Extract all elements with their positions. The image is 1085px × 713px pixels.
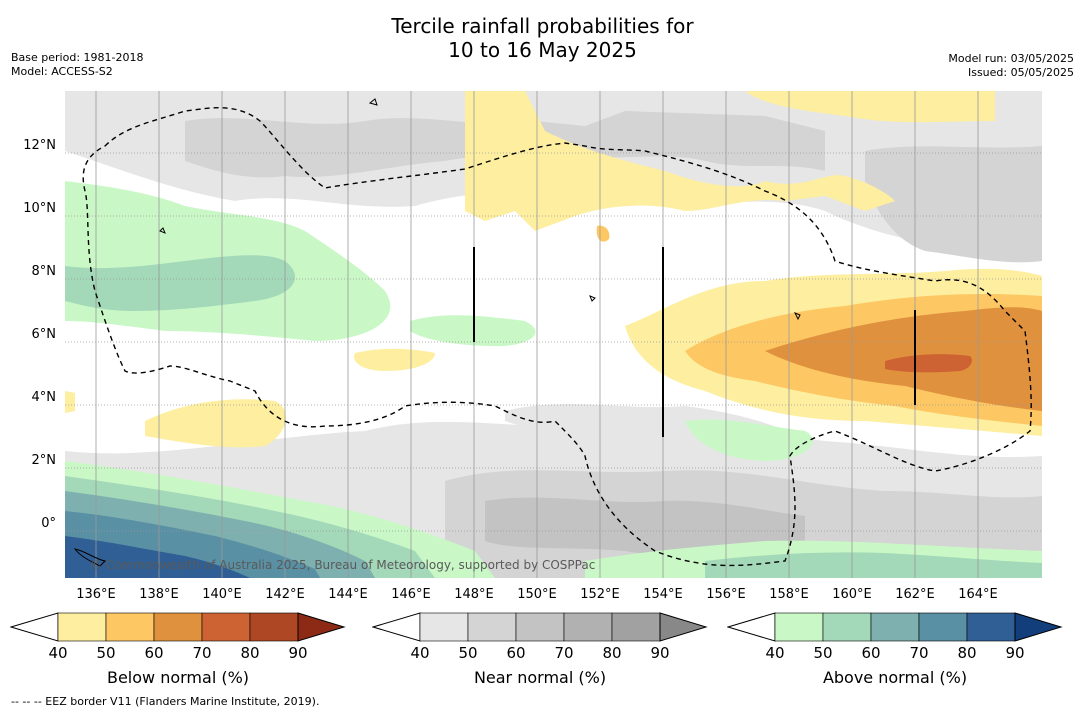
- lon-label: 146°E: [391, 587, 431, 602]
- lon-label: 136°E: [76, 587, 116, 602]
- below-normal-spot: [596, 225, 610, 242]
- lon-label: 144°E: [328, 587, 368, 602]
- colorbar-tick: 60: [144, 644, 164, 662]
- colorbar-tick: 70: [192, 644, 212, 662]
- colorbar-title: Below normal (%): [106, 668, 250, 687]
- lon-label: 164°E: [958, 587, 998, 602]
- colorbar-tick: 70: [909, 644, 929, 662]
- colorbar-tick: 50: [813, 644, 833, 662]
- colorbar-tick: 50: [96, 644, 116, 662]
- colorbar-tick: 90: [288, 644, 308, 662]
- above-normal-mid-2: [685, 419, 813, 461]
- colorbar-min-triangle: [727, 612, 776, 642]
- below-normal-west: [145, 399, 286, 448]
- colorbar-segment: [249, 612, 299, 642]
- colorbar-min-triangle: [372, 612, 421, 642]
- colorbar-tick: 80: [602, 644, 622, 662]
- colorbar-segment: [57, 612, 107, 642]
- colorbar-tick: 90: [650, 644, 670, 662]
- lon-label: 150°E: [517, 587, 557, 602]
- colorbar-tick: 50: [458, 644, 478, 662]
- colorbar-tick: 90: [1005, 644, 1025, 662]
- above-normal-west-2: [65, 255, 295, 311]
- colorbar-max-triangle: [297, 612, 346, 642]
- colorbar-tick: 80: [240, 644, 260, 662]
- copyright-notice: © Commonwealth of Australia 2025, Bureau…: [90, 558, 596, 572]
- colorbar-segment: [966, 612, 1016, 642]
- colorbar: [372, 612, 708, 642]
- model-name: Model: ACCESS-S2: [11, 65, 113, 78]
- colorbar-tick: 40: [765, 644, 785, 662]
- near-normal-east: [865, 146, 1042, 263]
- lon-label: 140°E: [202, 587, 242, 602]
- lat-gridlines: [65, 152, 1042, 532]
- lat-label: 10°N: [23, 201, 56, 216]
- lat-label: 6°N: [31, 327, 57, 342]
- colorbar-tick: 60: [861, 644, 881, 662]
- colorbar-segment: [467, 612, 517, 642]
- colorbar-max-triangle: [1014, 612, 1063, 642]
- title-line-1: Tercile rainfall probabilities for: [391, 14, 694, 38]
- lon-label: 156°E: [706, 587, 746, 602]
- colorbar-segment: [822, 612, 872, 642]
- lon-gridlines: [95, 91, 979, 578]
- meta-right: Model run: 03/05/2025 Issued: 05/05/2025: [948, 52, 1074, 80]
- colorbar-title: Near normal (%): [473, 668, 607, 687]
- below-normal-mid: [354, 348, 435, 371]
- lat-label: 2°N: [31, 453, 57, 468]
- colorbar-segment: [153, 612, 203, 642]
- colorbar-tick: 40: [410, 644, 430, 662]
- colorbar-segment: [515, 612, 565, 642]
- islands: [73, 98, 801, 567]
- eez-border: [82, 107, 1032, 567]
- colorbar-segment: [611, 612, 661, 642]
- lat-label: 8°N: [31, 264, 57, 279]
- lat-label: 0°: [41, 516, 56, 531]
- lon-label: 162°E: [895, 587, 935, 602]
- lon-label: 158°E: [769, 587, 809, 602]
- colorbar-segment: [419, 612, 469, 642]
- colorbar-max-triangle: [659, 612, 708, 642]
- above-normal-mid: [410, 315, 536, 347]
- colorbar-segment: [105, 612, 155, 642]
- model-run: Model run: 03/05/2025: [948, 52, 1074, 65]
- lon-label: 148°E: [454, 587, 494, 602]
- probability-map: [65, 91, 1042, 578]
- colorbar-segment: [201, 612, 251, 642]
- below-normal-east-4: [885, 354, 972, 373]
- map-title: Tercile rainfall probabilities for 10 to…: [0, 14, 1085, 62]
- colorbar-segment: [870, 612, 920, 642]
- below-normal-ne: [745, 91, 995, 123]
- colorbar-tick: 80: [957, 644, 977, 662]
- lon-label: 160°E: [832, 587, 872, 602]
- colorbar-tick: 40: [48, 644, 68, 662]
- below-normal-north: [465, 91, 895, 231]
- meta-left: Base period: 1981-2018 Model: ACCESS-S2: [11, 51, 143, 79]
- colorbar-segment: [563, 612, 613, 642]
- base-period: Base period: 1981-2018: [11, 51, 144, 64]
- above-normal-south-5: [65, 536, 250, 578]
- boundary-bars: [473, 247, 916, 437]
- lon-label: 138°E: [139, 587, 179, 602]
- lon-label: 154°E: [643, 587, 683, 602]
- colorbar-segment: [918, 612, 968, 642]
- colorbar-tick: 70: [554, 644, 574, 662]
- title-line-2: 10 to 16 May 2025: [448, 38, 637, 62]
- colorbar: [727, 612, 1063, 642]
- issued-date: Issued: 05/05/2025: [967, 66, 1074, 79]
- colorbar-tick: 60: [506, 644, 526, 662]
- footer-note: -- -- -- EEZ border V11 (Flanders Marine…: [11, 695, 320, 708]
- colorbar-min-triangle: [10, 612, 59, 642]
- lat-label: 12°N: [23, 138, 56, 153]
- lon-label: 152°E: [580, 587, 620, 602]
- lat-label: 4°N: [31, 390, 57, 405]
- colorbar: [10, 612, 346, 642]
- lon-label: 142°E: [265, 587, 305, 602]
- map-area[interactable]: [65, 91, 1042, 578]
- below-normal-edge: [65, 391, 75, 413]
- colorbar-segment: [774, 612, 824, 642]
- colorbar-title: Above normal (%): [822, 668, 968, 687]
